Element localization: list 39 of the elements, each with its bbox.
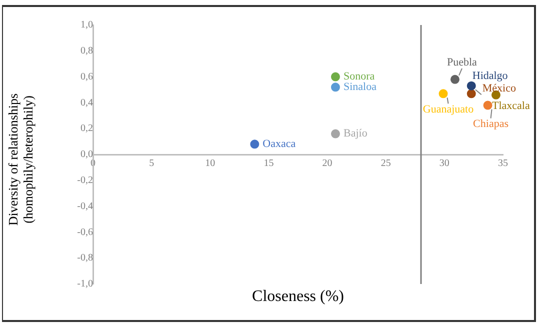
y-tick-label: 0,8	[80, 46, 93, 57]
series-label: Oaxaca	[262, 138, 296, 150]
y-tick-label: 0,2	[80, 123, 93, 134]
y-tick-label: -0,8	[77, 252, 93, 264]
y-tick-label: -1,0	[77, 278, 93, 290]
point	[466, 89, 476, 98]
x-axis-title: Closeness (%)	[252, 288, 344, 306]
x-tick-label: 30	[439, 158, 450, 170]
point	[438, 89, 448, 98]
series-label: Chiapas	[473, 118, 508, 130]
point	[250, 140, 260, 149]
x-tick-label: 5	[149, 158, 154, 170]
x-tick-label: 15	[264, 158, 274, 170]
series-label: México	[482, 82, 516, 95]
x-tick-label: 25	[380, 158, 391, 170]
x-tick-label: 20	[322, 158, 332, 170]
point	[330, 129, 340, 138]
point	[330, 72, 340, 82]
y-tick-label: -0,2	[77, 175, 93, 186]
series-label: Puebla	[446, 56, 478, 68]
series-label: Hidalgo	[472, 70, 508, 82]
y-tick-label: 0,0	[80, 149, 93, 160]
x-tick-label: 10	[205, 158, 216, 170]
y-tick-label: -0,4	[77, 200, 93, 212]
y-tick-label: 1,0	[80, 20, 93, 31]
x-tick-label: 35	[498, 158, 508, 170]
y-tick-label: 0,4	[80, 97, 93, 108]
point	[483, 100, 492, 110]
series-label: Tlaxcala	[492, 100, 530, 112]
series-label: Sonora	[343, 70, 375, 83]
point	[330, 82, 340, 92]
y-tick-label: 0,6	[80, 71, 93, 82]
y-tick-label: -0,6	[77, 226, 93, 238]
y-axis-title: Diversity of relationships (homophily/heterophily)	[5, 93, 36, 226]
series-label: Bajío	[343, 128, 368, 140]
point	[466, 81, 476, 90]
point	[450, 74, 460, 84]
series-label: Guanajuato	[422, 104, 474, 116]
series-label: Sinaloa	[343, 81, 377, 94]
